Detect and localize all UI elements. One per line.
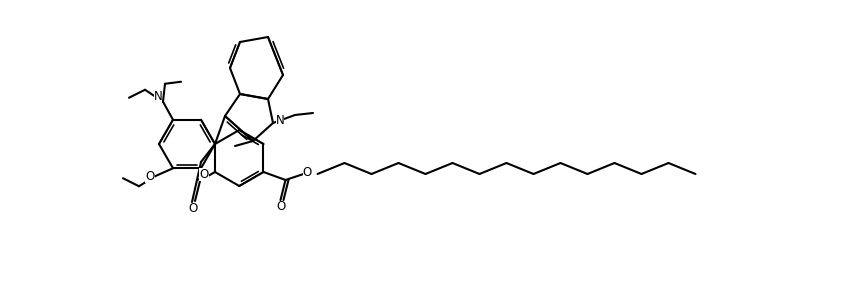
Text: N: N <box>153 90 163 103</box>
Text: N: N <box>275 114 285 127</box>
Text: O: O <box>146 170 155 183</box>
Text: O: O <box>189 202 198 215</box>
Text: O: O <box>200 168 209 180</box>
Text: O: O <box>303 166 312 180</box>
Text: O: O <box>277 201 286 213</box>
